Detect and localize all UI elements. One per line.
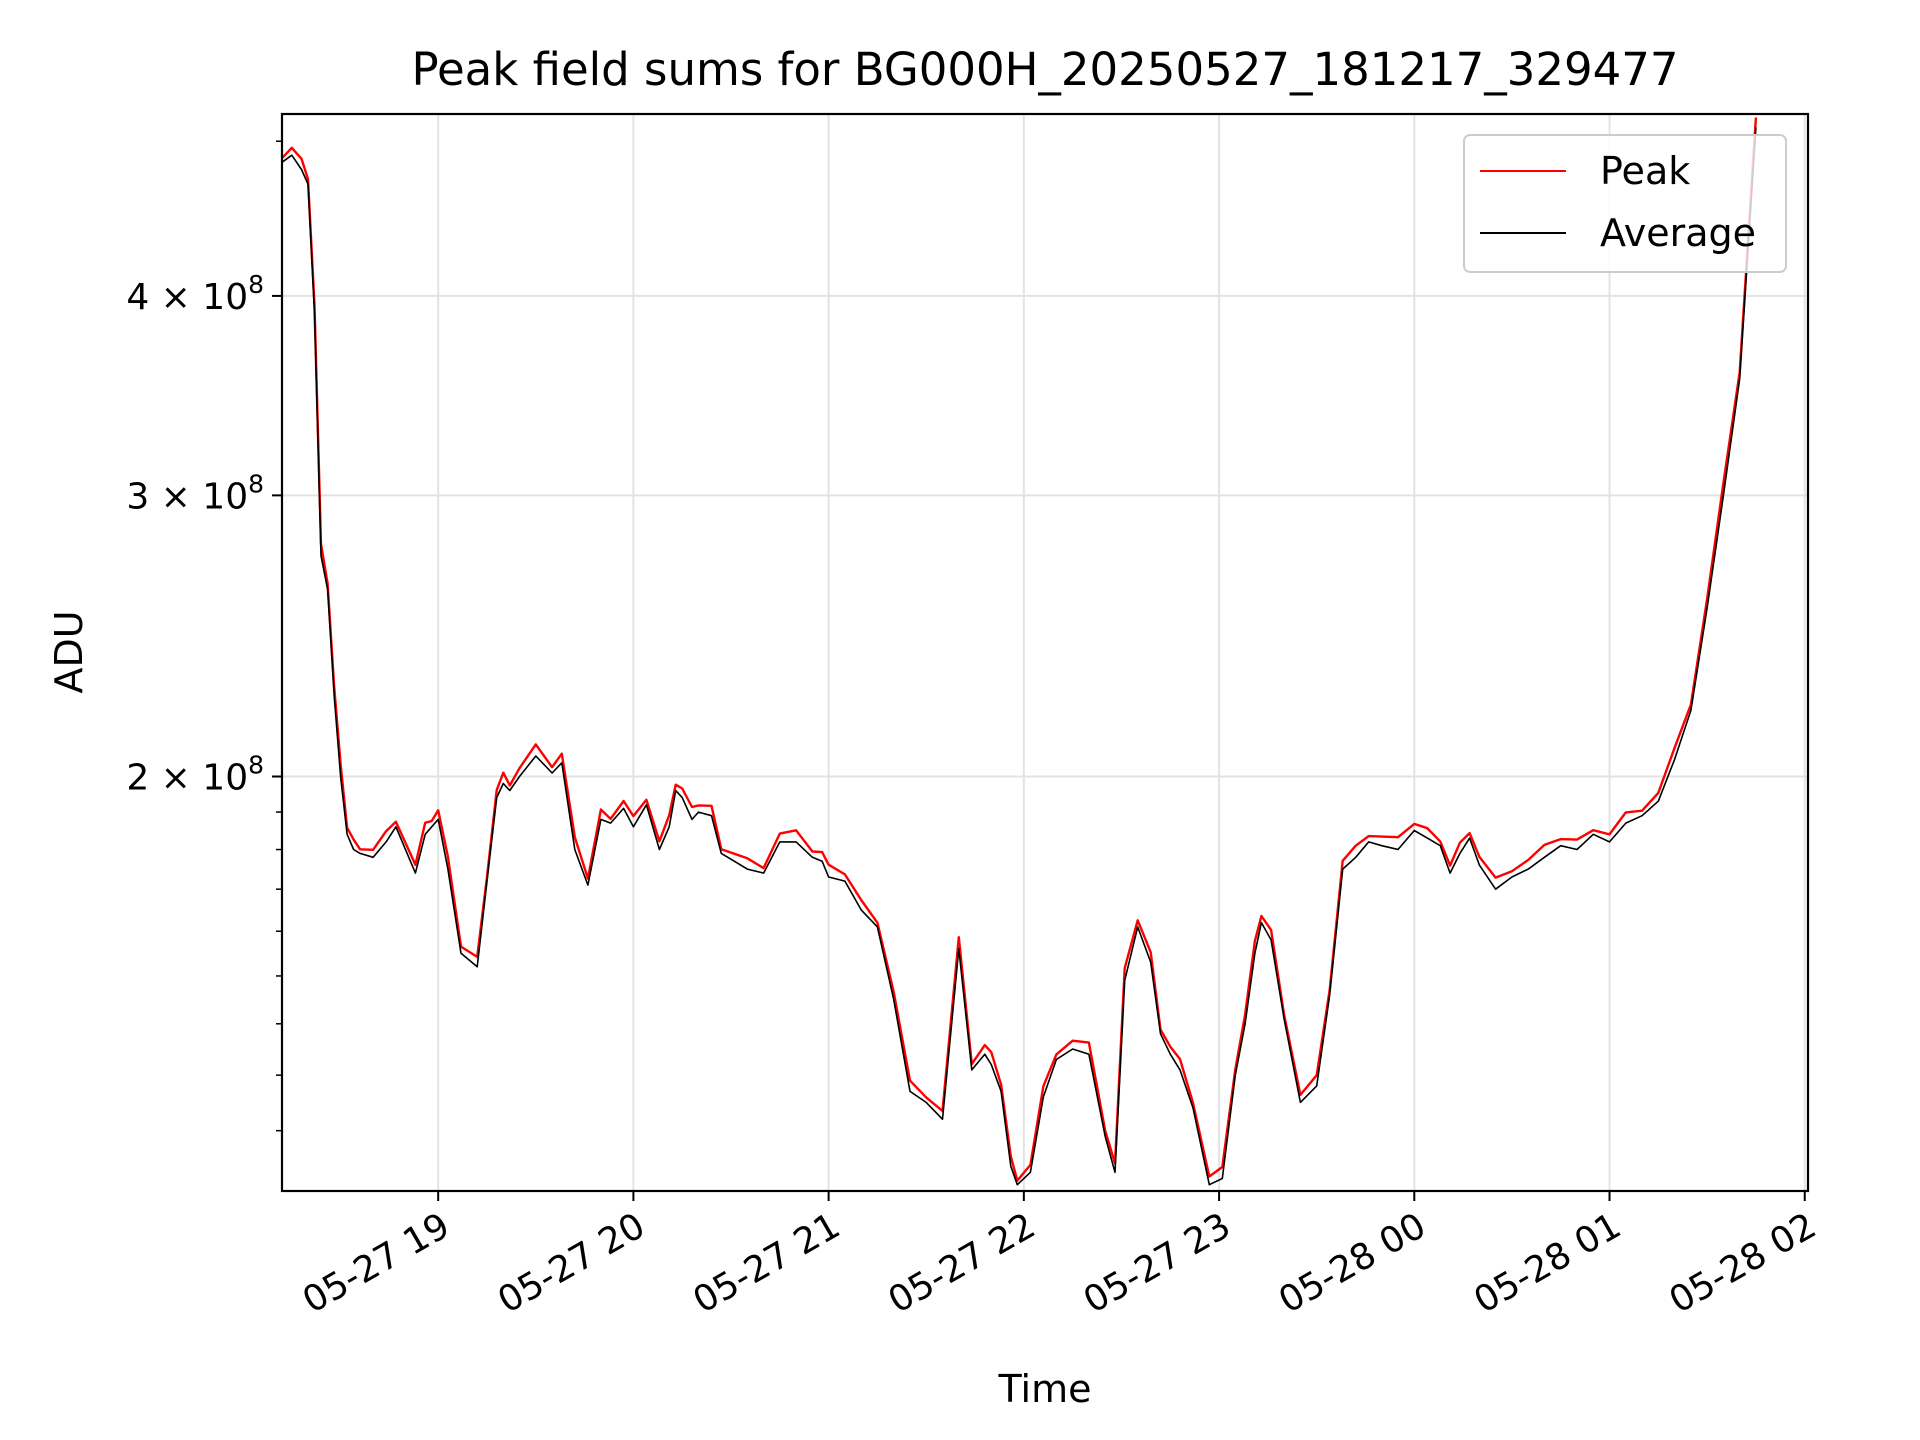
y-tick-label: 3 × 108: [126, 469, 264, 517]
legend-box: [1463, 134, 1787, 273]
series-line-average: [282, 127, 1757, 1186]
y-axis: 2 × 108 3 × 108 4 × 108: [126, 140, 282, 1132]
legend: Peak Average: [1463, 134, 1787, 273]
legend-label-average: Average: [1600, 211, 1756, 255]
y-axis-label: ADU: [47, 610, 91, 693]
grid: [282, 114, 1808, 1191]
plot-area: [282, 117, 1758, 1186]
series-line-peak: [282, 117, 1758, 1182]
plot-frame: [280, 112, 1810, 1193]
legend-label-peak: Peak: [1600, 149, 1690, 193]
chart-title: Peak field sums for BG000H_20250527_1812…: [411, 43, 1678, 96]
y-tick-label: 4 × 108: [126, 270, 264, 318]
x-axis-label: Time: [998, 1367, 1092, 1411]
y-tick-label: 2 × 108: [126, 750, 264, 798]
